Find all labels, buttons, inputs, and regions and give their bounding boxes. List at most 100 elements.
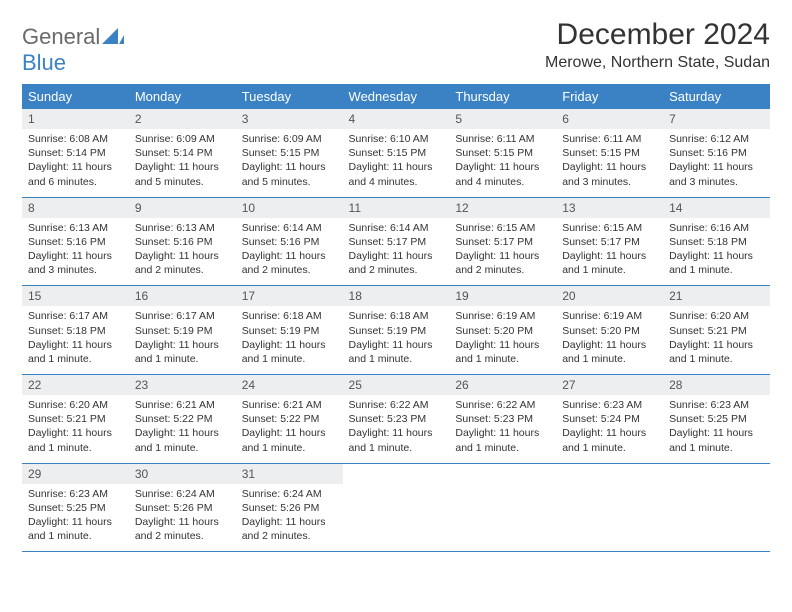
day-details: Sunrise: 6:20 AMSunset: 5:21 PMDaylight:… [22, 395, 129, 463]
day-number: 22 [22, 375, 129, 395]
day-details: Sunrise: 6:11 AMSunset: 5:15 PMDaylight:… [556, 129, 663, 197]
daylight-text-1: Daylight: 11 hours [28, 515, 123, 529]
day-details: Sunrise: 6:22 AMSunset: 5:23 PMDaylight:… [343, 395, 450, 463]
calendar-cell: 31Sunrise: 6:24 AMSunset: 5:26 PMDayligh… [236, 463, 343, 552]
calendar-cell: 21Sunrise: 6:20 AMSunset: 5:21 PMDayligh… [663, 286, 770, 375]
daylight-text-1: Daylight: 11 hours [135, 249, 230, 263]
daylight-text-2: and 3 minutes. [669, 175, 764, 189]
day-details: Sunrise: 6:09 AMSunset: 5:14 PMDaylight:… [129, 129, 236, 197]
sunset-text: Sunset: 5:19 PM [135, 324, 230, 338]
calendar-cell: 25Sunrise: 6:22 AMSunset: 5:23 PMDayligh… [343, 375, 450, 464]
day-details: Sunrise: 6:11 AMSunset: 5:15 PMDaylight:… [449, 129, 556, 197]
daylight-text-2: and 1 minute. [562, 352, 657, 366]
sunset-text: Sunset: 5:26 PM [242, 501, 337, 515]
daylight-text-1: Daylight: 11 hours [28, 249, 123, 263]
daylight-text-2: and 1 minute. [349, 352, 444, 366]
day-number: 6 [556, 109, 663, 129]
calendar-cell: 3Sunrise: 6:09 AMSunset: 5:15 PMDaylight… [236, 109, 343, 197]
daylight-text-2: and 2 minutes. [135, 529, 230, 543]
day-number: 25 [343, 375, 450, 395]
logo-text-general: General [22, 24, 100, 49]
daylight-text-2: and 1 minute. [669, 352, 764, 366]
daylight-text-1: Daylight: 11 hours [349, 249, 444, 263]
day-details: Sunrise: 6:17 AMSunset: 5:18 PMDaylight:… [22, 306, 129, 374]
day-details: Sunrise: 6:10 AMSunset: 5:15 PMDaylight:… [343, 129, 450, 197]
day-number: 14 [663, 198, 770, 218]
weekday-header: Sunday [22, 84, 129, 109]
day-number: 2 [129, 109, 236, 129]
sunset-text: Sunset: 5:19 PM [349, 324, 444, 338]
day-details: Sunrise: 6:17 AMSunset: 5:19 PMDaylight:… [129, 306, 236, 374]
sunrise-text: Sunrise: 6:18 AM [242, 309, 337, 323]
day-number: 1 [22, 109, 129, 129]
calendar-cell: 20Sunrise: 6:19 AMSunset: 5:20 PMDayligh… [556, 286, 663, 375]
sunrise-text: Sunrise: 6:14 AM [242, 221, 337, 235]
day-number: 27 [556, 375, 663, 395]
sunset-text: Sunset: 5:15 PM [455, 146, 550, 160]
sunset-text: Sunset: 5:16 PM [242, 235, 337, 249]
logo: General Blue [22, 24, 124, 76]
sunrise-text: Sunrise: 6:17 AM [28, 309, 123, 323]
daylight-text-1: Daylight: 11 hours [242, 515, 337, 529]
day-details: Sunrise: 6:23 AMSunset: 5:25 PMDaylight:… [663, 395, 770, 463]
day-number: 30 [129, 464, 236, 484]
daylight-text-2: and 5 minutes. [135, 175, 230, 189]
calendar-week-row: 22Sunrise: 6:20 AMSunset: 5:21 PMDayligh… [22, 375, 770, 464]
day-number: 7 [663, 109, 770, 129]
sunrise-text: Sunrise: 6:14 AM [349, 221, 444, 235]
calendar-week-row: 8Sunrise: 6:13 AMSunset: 5:16 PMDaylight… [22, 197, 770, 286]
daylight-text-2: and 1 minute. [28, 352, 123, 366]
calendar-cell: 17Sunrise: 6:18 AMSunset: 5:19 PMDayligh… [236, 286, 343, 375]
day-details: Sunrise: 6:18 AMSunset: 5:19 PMDaylight:… [343, 306, 450, 374]
calendar-cell: 5Sunrise: 6:11 AMSunset: 5:15 PMDaylight… [449, 109, 556, 197]
day-number: 9 [129, 198, 236, 218]
day-number: 17 [236, 286, 343, 306]
sunrise-text: Sunrise: 6:20 AM [28, 398, 123, 412]
day-number: 5 [449, 109, 556, 129]
sunrise-text: Sunrise: 6:13 AM [28, 221, 123, 235]
daylight-text-1: Daylight: 11 hours [349, 426, 444, 440]
day-number: 12 [449, 198, 556, 218]
daylight-text-2: and 5 minutes. [242, 175, 337, 189]
sunset-text: Sunset: 5:14 PM [28, 146, 123, 160]
sunset-text: Sunset: 5:18 PM [669, 235, 764, 249]
day-details: Sunrise: 6:21 AMSunset: 5:22 PMDaylight:… [236, 395, 343, 463]
sunrise-text: Sunrise: 6:22 AM [455, 398, 550, 412]
calendar-cell: 23Sunrise: 6:21 AMSunset: 5:22 PMDayligh… [129, 375, 236, 464]
calendar-week-row: 1Sunrise: 6:08 AMSunset: 5:14 PMDaylight… [22, 109, 770, 197]
daylight-text-1: Daylight: 11 hours [455, 426, 550, 440]
sunset-text: Sunset: 5:14 PM [135, 146, 230, 160]
day-number: 4 [343, 109, 450, 129]
calendar-cell: 14Sunrise: 6:16 AMSunset: 5:18 PMDayligh… [663, 197, 770, 286]
day-number: 16 [129, 286, 236, 306]
day-details: Sunrise: 6:23 AMSunset: 5:25 PMDaylight:… [22, 484, 129, 552]
daylight-text-1: Daylight: 11 hours [349, 338, 444, 352]
calendar-cell: 1Sunrise: 6:08 AMSunset: 5:14 PMDaylight… [22, 109, 129, 197]
sunset-text: Sunset: 5:22 PM [135, 412, 230, 426]
sunrise-text: Sunrise: 6:19 AM [455, 309, 550, 323]
daylight-text-1: Daylight: 11 hours [28, 426, 123, 440]
calendar-cell: 30Sunrise: 6:24 AMSunset: 5:26 PMDayligh… [129, 463, 236, 552]
weekday-header: Friday [556, 84, 663, 109]
calendar-cell: 11Sunrise: 6:14 AMSunset: 5:17 PMDayligh… [343, 197, 450, 286]
day-details: Sunrise: 6:18 AMSunset: 5:19 PMDaylight:… [236, 306, 343, 374]
daylight-text-2: and 1 minute. [562, 441, 657, 455]
title-block: December 2024 Merowe, Northern State, Su… [545, 18, 770, 72]
sunset-text: Sunset: 5:15 PM [562, 146, 657, 160]
daylight-text-1: Daylight: 11 hours [562, 249, 657, 263]
sunset-text: Sunset: 5:19 PM [242, 324, 337, 338]
calendar-cell: 6Sunrise: 6:11 AMSunset: 5:15 PMDaylight… [556, 109, 663, 197]
daylight-text-1: Daylight: 11 hours [562, 426, 657, 440]
calendar-cell: 15Sunrise: 6:17 AMSunset: 5:18 PMDayligh… [22, 286, 129, 375]
sunrise-text: Sunrise: 6:23 AM [669, 398, 764, 412]
weekday-header: Thursday [449, 84, 556, 109]
logo-text-blue: Blue [22, 50, 66, 75]
day-number: 19 [449, 286, 556, 306]
day-details: Sunrise: 6:16 AMSunset: 5:18 PMDaylight:… [663, 218, 770, 286]
sunrise-text: Sunrise: 6:15 AM [562, 221, 657, 235]
sunset-text: Sunset: 5:25 PM [669, 412, 764, 426]
location: Merowe, Northern State, Sudan [545, 54, 770, 72]
calendar-cell: 2Sunrise: 6:09 AMSunset: 5:14 PMDaylight… [129, 109, 236, 197]
daylight-text-2: and 2 minutes. [455, 263, 550, 277]
sunrise-text: Sunrise: 6:08 AM [28, 132, 123, 146]
